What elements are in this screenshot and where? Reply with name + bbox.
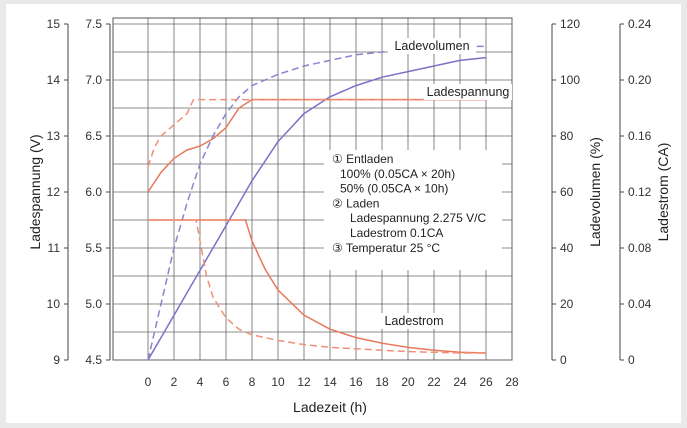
x-tick-label: 12 [297,375,311,389]
left_outer-tick-label: 13 [47,129,61,143]
x-tick-label: 6 [223,375,230,389]
x-axis-title: Ladezeit (h) [293,399,367,415]
ladestrom-dashed-line [148,219,486,354]
right_inner-tick-label: 120 [560,17,580,31]
annotation-line: ① Entladen [332,152,393,166]
left_inner-tick-label: 6.0 [85,185,102,199]
left_inner-tick-label: 4.5 [85,353,102,367]
left_inner-tick-label: 6.5 [85,129,102,143]
y-axis-title-left: Ladespannung (V) [27,134,43,249]
ladestrom-solid-line [148,219,487,354]
left_inner-tick-label: 7.5 [85,17,102,31]
right_inner-tick-label: 20 [560,297,574,311]
left_outer-tick-label: 11 [48,241,61,255]
x-tick-label: 18 [375,375,389,389]
x-tick-label: 2 [171,375,178,389]
x-tick-label: 0 [145,375,152,389]
left_outer-tick-label: 10 [47,297,61,311]
annotation-line: Ladespannung 2.275 V/C [350,211,486,225]
left_outer-tick-label: 14 [47,73,61,87]
annotation-line: ③ Temperatur 25 °C [332,241,440,255]
right_outer-tick-label: 0.12 [628,185,652,199]
x-tick-label: 8 [249,375,256,389]
left_inner-tick-label: 5.0 [85,297,102,311]
x-tick-label: 10 [271,375,285,389]
chart-labels: Ladevolumen Ladespannung Ladestrom ① Entlad… [324,38,512,329]
x-tick-label: 4 [197,375,204,389]
annotation-line: Ladestrom 0.1CA [350,226,443,240]
right_outer-tick-label: 0.20 [628,73,652,87]
x-tick-label: 20 [401,375,415,389]
label-ladespannung: Ladespannung [427,85,510,99]
annotation-line: ② Laden [332,196,379,210]
left_inner-tick-label: 7.0 [85,73,102,87]
right_outer-tick-label: 0 [628,353,635,367]
right_inner-tick-label: 40 [560,241,574,255]
right_outer-tick-label: 0.16 [628,129,652,143]
left_outer-tick-label: 15 [47,17,61,31]
annotation-box [324,150,502,270]
right_inner-tick-label: 80 [560,129,574,143]
chart-axes: 91011121314154.55.05.56.06.57.07.5020406… [27,17,671,415]
x-tick-label: 24 [453,375,467,389]
x-tick-label: 14 [323,375,337,389]
right_outer-tick-label: 0.24 [628,17,652,31]
right_inner-tick-label: 60 [560,185,574,199]
right_inner-tick-label: 100 [560,73,580,87]
left_inner-tick-label: 5.5 [85,241,102,255]
label-ladestrom-bg [370,313,458,329]
label-ladevolumen: Ladevolumen [394,39,469,53]
right_inner-tick-label: 0 [560,353,567,367]
x-tick-label: 16 [349,375,363,389]
x-tick-label: 28 [505,375,519,389]
left_outer-tick-label: 9 [53,353,60,367]
right_outer-tick-label: 0.08 [628,241,652,255]
label-ladespannung-bg [424,84,512,100]
ladespannung-dashed-line [147,98,486,168]
y-axis-title-right-outer: Ladestrom (CA) [655,143,671,242]
annotation-line: 100% (0.05CA × 20h) [340,167,455,181]
y-axis-title-right-inner: Ladevolumen (%) [587,137,603,247]
x-tick-label: 22 [427,375,441,389]
left_outer-tick-label: 12 [47,185,61,199]
annotation-line: 50% (0.05CA × 10h) [340,182,448,196]
right_outer-tick-label: 0.04 [628,297,652,311]
label-ladevolumen-bg [388,38,476,54]
x-tick-label: 26 [479,375,493,389]
label-ladestrom: Ladestrom [384,314,443,328]
